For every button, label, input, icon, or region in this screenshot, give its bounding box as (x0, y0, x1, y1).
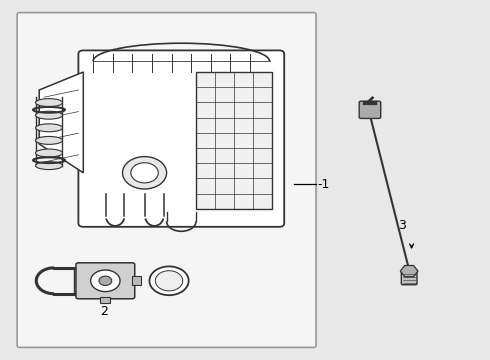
Circle shape (99, 276, 112, 285)
Ellipse shape (36, 111, 63, 119)
FancyBboxPatch shape (78, 50, 284, 227)
Text: -1: -1 (318, 178, 330, 191)
Circle shape (91, 270, 120, 292)
Bar (100, 297, 110, 303)
FancyBboxPatch shape (401, 271, 417, 285)
Polygon shape (39, 72, 83, 173)
Text: 2: 2 (100, 305, 108, 318)
Ellipse shape (36, 124, 63, 132)
Ellipse shape (36, 136, 63, 144)
FancyBboxPatch shape (76, 263, 135, 299)
Ellipse shape (36, 149, 63, 157)
FancyBboxPatch shape (17, 13, 316, 347)
Circle shape (122, 157, 167, 189)
FancyBboxPatch shape (359, 101, 381, 118)
Ellipse shape (36, 99, 63, 107)
Circle shape (155, 271, 183, 291)
Ellipse shape (36, 162, 63, 170)
Bar (132, 276, 141, 285)
Text: 3: 3 (398, 219, 406, 231)
Bar (196, 72, 272, 209)
Circle shape (149, 266, 189, 295)
Circle shape (131, 163, 158, 183)
